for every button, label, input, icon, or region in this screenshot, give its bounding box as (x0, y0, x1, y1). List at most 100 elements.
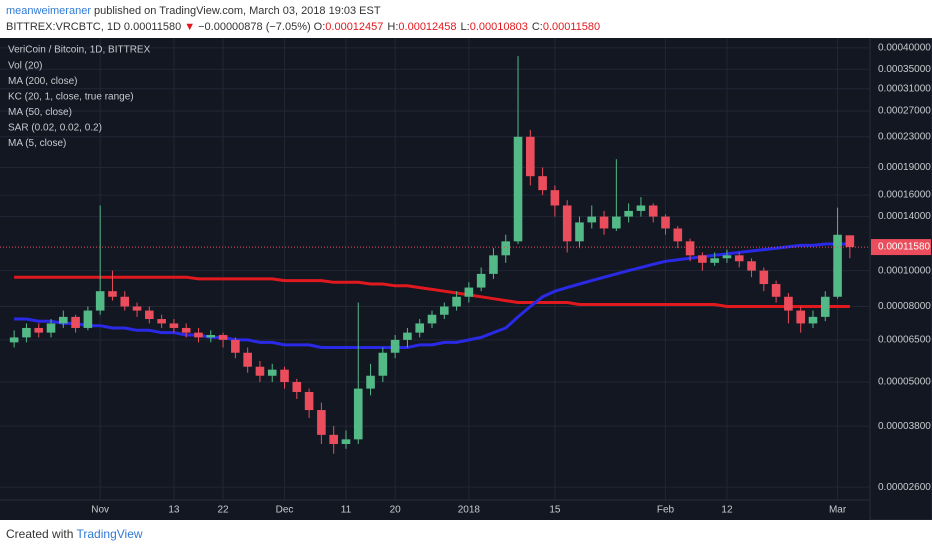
candle-body (710, 258, 719, 263)
candle-body (120, 296, 130, 307)
y-tick-label: 0.00003800 (878, 421, 931, 432)
ohlc-value: 0.00010803 (469, 21, 528, 33)
candle-body (206, 335, 216, 338)
candle-body (759, 270, 769, 285)
candle-body (476, 273, 486, 288)
candle-body (464, 287, 474, 297)
x-tick-label: 22 (218, 505, 230, 516)
candle-body (304, 391, 314, 411)
candle-body (747, 261, 756, 271)
candle-body (22, 327, 31, 338)
candle-body (808, 316, 818, 324)
candle-body (231, 339, 240, 353)
x-tick-label: Feb (657, 505, 675, 516)
symbol: BITTREX:VRCBTC, 1D (6, 21, 121, 33)
candle-body (243, 352, 252, 367)
candle-body (489, 255, 498, 274)
ohlc-value: 0.00012457 (325, 21, 384, 33)
candle-body (194, 332, 203, 338)
candle-body (833, 234, 842, 297)
candle-body (403, 332, 412, 340)
ohlc-label: C: (531, 21, 543, 33)
candle-body (181, 327, 191, 333)
author[interactable]: meanweimeraner (6, 5, 91, 17)
symbol-line: BITTREX:VRCBTC, 1D 0.00011580 ▼ −0.00000878… (6, 19, 607, 35)
candle-body (550, 190, 560, 206)
candle-body (353, 388, 363, 440)
candle-body (734, 255, 744, 262)
y-tick-label: 0.00040000 (878, 42, 931, 53)
x-tick-label: 13 (168, 505, 180, 516)
candle-body (329, 434, 338, 445)
candle-body (267, 369, 277, 376)
candle-body (685, 241, 695, 256)
candle-body (612, 216, 621, 229)
published: published on TradingView.com, March 03, … (93, 5, 381, 17)
indicator-line (14, 242, 850, 349)
candle-body (648, 205, 658, 217)
candle-body (538, 176, 547, 191)
x-tick-label: 15 (549, 505, 561, 516)
candle-body (722, 255, 732, 259)
candle-body (526, 136, 535, 177)
ohlc-value: 0.00011580 (542, 21, 601, 33)
ohlc-value: 0.00012458 (398, 21, 457, 33)
change: −0.00000878 (−7.05%) (198, 21, 311, 33)
x-tick-label: Mar (829, 505, 847, 516)
footer-text: Created with (6, 527, 74, 541)
y-tick-label: 0.00023000 (878, 131, 931, 142)
candle-body (95, 291, 105, 311)
y-tick-label: 0.00005000 (878, 377, 931, 388)
candle-body (218, 335, 228, 340)
legend-entry: SAR (0.02, 0.02, 0.2) (8, 123, 102, 134)
ohlc-label: L: (460, 21, 470, 33)
candle-body (784, 296, 793, 311)
candle-body (673, 228, 683, 242)
y-tick-label: 0.00016000 (878, 190, 931, 201)
legend-entry: MA (50, close) (8, 107, 72, 118)
brand[interactable]: TradingView (76, 527, 143, 541)
candle-body (169, 323, 179, 328)
candle-body (145, 310, 154, 320)
y-tick-label: 0.00008000 (878, 301, 931, 312)
candle-body (501, 241, 511, 256)
footer: Created with TradingView (6, 527, 143, 541)
candle-body (108, 291, 117, 297)
publish-line: meanweimeraner published on TradingView.c… (6, 3, 607, 19)
price-axis (869, 38, 932, 520)
candle-body (71, 316, 80, 328)
candle-body (341, 439, 351, 445)
candle-body (390, 339, 400, 353)
y-tick-label: 0.00035000 (878, 64, 931, 75)
candle-body (796, 310, 805, 324)
candle-body (132, 306, 142, 311)
ohlc-label: O: (313, 21, 326, 33)
chart-title: VeriCoin / Bitcoin, 1D, BITTREX (8, 45, 151, 56)
candle-body (366, 375, 375, 389)
price-tag (871, 239, 931, 256)
candle-body (415, 323, 425, 333)
candle-body (292, 382, 302, 392)
chart: 0.00040000 0.00035000 0.00031000 0.00027000… (0, 38, 932, 520)
candle-body (599, 216, 609, 229)
candle-body (624, 210, 633, 217)
x-tick-label: 2018 (458, 505, 481, 516)
ohlc: O:0.00012457 H:0.00012458 L:0.00010803 C:0.… (314, 21, 605, 33)
ohlc-label: H: (387, 21, 399, 33)
candle-body (820, 296, 830, 317)
y-tick-label: 0.00019000 (878, 162, 931, 173)
y-tick-label: 0.00006500 (878, 335, 931, 346)
candle-body (83, 310, 93, 328)
price-tag-label: 0.00011580 (878, 242, 931, 253)
candle-body (698, 255, 707, 263)
candle-body (562, 205, 572, 242)
x-tick-label: 20 (390, 505, 402, 516)
y-tick-label: 0.00002600 (878, 482, 931, 493)
legend-entry: KC (20, 1, close, true range) (8, 92, 134, 103)
y-tick-label: 0.00031000 (878, 83, 931, 94)
arrow: ▼ (184, 21, 196, 33)
candle-body (439, 306, 449, 315)
candle-body (46, 323, 56, 333)
candle-body (280, 369, 289, 383)
